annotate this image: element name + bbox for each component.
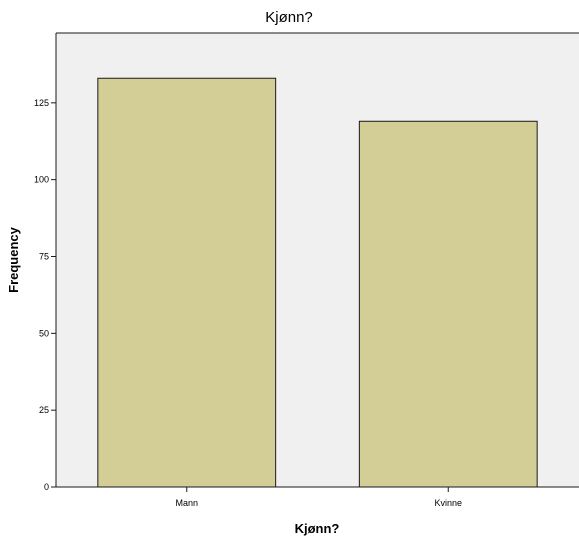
bars-group [97, 77, 538, 488]
x-axis-ticks: Mann Kvinne [175, 487, 462, 508]
y-axis-ticks: 0 25 50 75 100 125 [34, 98, 56, 492]
y-tick-label: 50 [39, 328, 49, 338]
chart-title: Kjønn? [265, 9, 313, 26]
y-tick-label: 75 [39, 252, 49, 262]
x-tick-label: Mann [175, 498, 198, 508]
y-axis-label: Frequency [6, 226, 21, 293]
x-axis-label: Kjønn? [295, 521, 340, 536]
y-tick-label: 25 [39, 405, 49, 415]
y-tick-label: 100 [34, 175, 49, 185]
y-tick-label: 125 [34, 98, 49, 108]
y-tick-label: 0 [44, 482, 49, 492]
bar-kvinne [358, 120, 538, 488]
x-tick-label: Kvinne [434, 498, 462, 508]
bar-mann [97, 77, 277, 488]
